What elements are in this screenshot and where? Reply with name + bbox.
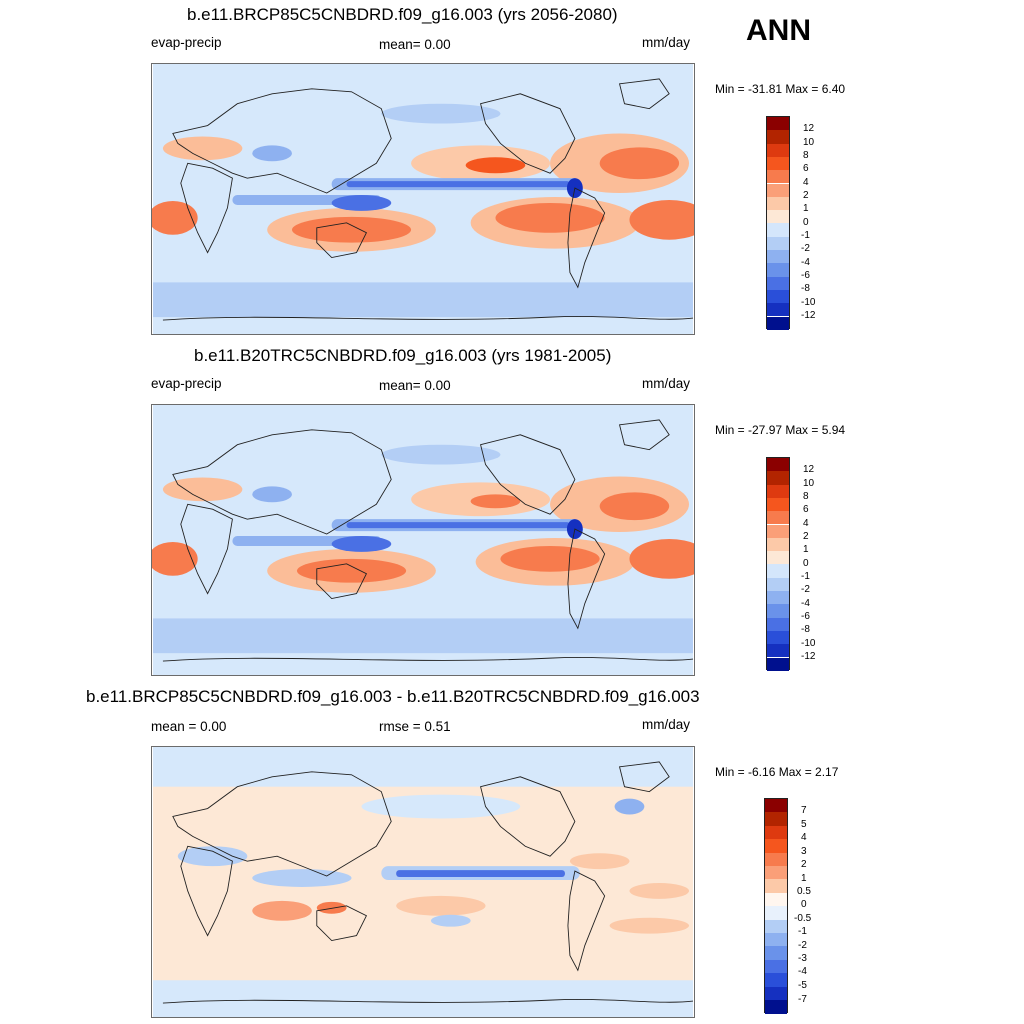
panel-2-units-label: mm/day <box>642 376 691 391</box>
panel-2-minmax: Min = -27.97 Max = 5.94 <box>715 423 846 437</box>
panel-1-colorbar-tick: -8 <box>801 283 810 294</box>
panel-2-colorbar-tick: 2 <box>803 531 809 542</box>
panel-1-units-label: mm/day <box>642 35 691 50</box>
panel-2-variable-label: evap-precip <box>151 376 222 391</box>
panel-2-colorbar-tick: -4 <box>801 598 810 609</box>
panel-2-mean-label: mean= 0.00 <box>379 378 451 393</box>
panel-3-colorbar-tick: 0.5 <box>797 886 811 897</box>
panel-2-colorbar-tick: 4 <box>803 518 809 529</box>
panel-3-rmse-label: rmse = 0.51 <box>379 719 451 734</box>
panel-3-mean-label: mean = 0.00 <box>151 719 227 734</box>
panel-3-colorbar <box>764 798 788 1014</box>
panel-1-colorbar-tick: -4 <box>801 257 810 268</box>
panel-2-colorbar-tick: 12 <box>803 464 815 475</box>
panel-1-colorbar-tick: 10 <box>803 137 815 148</box>
panel-2-colorbar-tick: 8 <box>803 491 809 502</box>
panel-3-colorbar-tick: -7 <box>798 994 807 1005</box>
panel-3-minmax: Min = -6.16 Max = 2.17 <box>715 765 839 779</box>
panel-2-colorbar-tick: 10 <box>803 478 815 489</box>
panel-1-colorbar-tick: -1 <box>801 230 810 241</box>
panel-1-colorbar-tick: 4 <box>803 177 809 188</box>
season-label: ANN <box>746 14 811 47</box>
panel-1-colorbar-tick: 12 <box>803 123 815 134</box>
panel-3-colorbar-tick: 5 <box>801 819 807 830</box>
panel-2-colorbar-tick: 0 <box>803 558 809 569</box>
panel-3-colorbar-tick: -4 <box>798 966 807 977</box>
panel-1-colorbar-tick: -10 <box>801 297 816 308</box>
panel-1-title: b.e11.BRCP85C5CNBDRD.f09_g16.003 (yrs 20… <box>187 5 618 24</box>
panel-2-title: b.e11.B20TRC5CNBDRD.f09_g16.003 (yrs 198… <box>194 346 612 365</box>
panel-1-mean-label: mean= 0.00 <box>379 37 451 52</box>
panel-2-colorbar-tick: -8 <box>801 624 810 635</box>
panel-1-colorbar-tick: 2 <box>803 190 809 201</box>
panel-2-colorbar-tick: -2 <box>801 584 810 595</box>
panel-3-colorbar-tick: 3 <box>801 846 807 857</box>
panel-1-colorbar-tick: 0 <box>803 217 809 228</box>
panel-3-colorbar-tick: -3 <box>798 953 807 964</box>
panel-2-colorbar-tick: 6 <box>803 504 809 515</box>
panel-3-colorbar-tick: 2 <box>801 859 807 870</box>
panel-3-colorbar-tick: -2 <box>798 940 807 951</box>
panel-3-colorbar-tick: 7 <box>801 805 807 816</box>
panel-1-colorbar <box>766 116 790 330</box>
panel-3-colorbar-tick: -5 <box>798 980 807 991</box>
panel-2-colorbar-tick: -1 <box>801 571 810 582</box>
panel-1-minmax: Min = -31.81 Max = 6.40 <box>715 82 846 96</box>
panel-3-colorbar-tick: 4 <box>801 832 807 843</box>
panel-3-colorbar-tick: 1 <box>801 873 807 884</box>
panel-1-variable-label: evap-precip <box>151 35 222 50</box>
panel-3-title: b.e11.BRCP85C5CNBDRD.f09_g16.003 - b.e11… <box>86 687 700 706</box>
panel-2-colorbar <box>766 457 790 671</box>
panel-3-colorbar-tick: -0.5 <box>794 913 812 924</box>
panel-3-map <box>151 746 695 1018</box>
panel-3-colorbar-tick: 0 <box>801 899 807 910</box>
panel-1-colorbar-tick: -6 <box>801 270 810 281</box>
panel-3-units-label: mm/day <box>642 717 691 732</box>
panel-2-colorbar-tick: 1 <box>803 544 809 555</box>
panel-1-colorbar-tick: 8 <box>803 150 809 161</box>
panel-1-colorbar-tick: -12 <box>801 310 816 321</box>
panel-2-colorbar-tick: -10 <box>801 638 816 649</box>
panel-1-colorbar-tick: 6 <box>803 163 809 174</box>
panel-2-colorbar-tick: -12 <box>801 651 816 662</box>
panel-1-colorbar-tick: 1 <box>803 203 809 214</box>
panel-2-map <box>151 404 695 676</box>
panel-1-colorbar-tick: -2 <box>801 243 810 254</box>
panel-1-map <box>151 63 695 335</box>
panel-2-colorbar-tick: -6 <box>801 611 810 622</box>
panel-3-colorbar-tick: -1 <box>798 926 807 937</box>
